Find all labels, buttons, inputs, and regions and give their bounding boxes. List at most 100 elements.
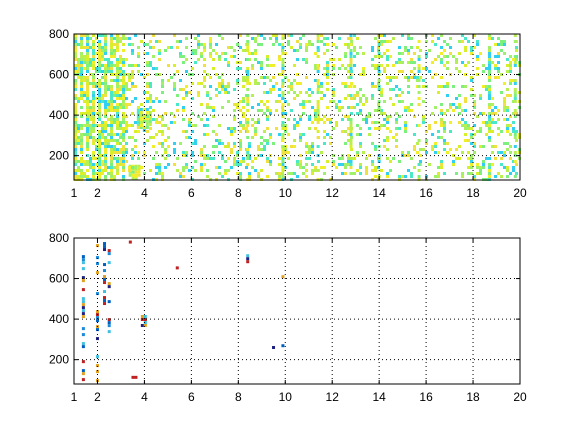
top-heatmap-cell <box>484 67 488 70</box>
bottom-heatmap-cell <box>281 275 285 279</box>
top-heatmap-cell <box>241 79 245 82</box>
top-heatmap-cell <box>235 154 239 157</box>
top-heatmap-cell <box>379 124 383 127</box>
top-heatmap-cell <box>116 142 119 145</box>
top-heatmap-cell <box>430 145 434 148</box>
top-heatmap-cell <box>113 121 116 124</box>
top-heatmap-cell <box>86 103 89 106</box>
top-heatmap-cell <box>116 151 119 154</box>
top-heatmap-cell <box>137 164 141 168</box>
top-heatmap-cell <box>125 82 128 85</box>
top-heatmap-cell <box>110 55 113 58</box>
top-heatmap-cell <box>80 169 83 172</box>
top-heatmap-cell <box>412 67 416 70</box>
top-heatmap-cell <box>127 166 131 169</box>
top-heatmap-cell <box>246 34 250 37</box>
top-heatmap-cell <box>104 85 107 88</box>
top-heatmap-cell <box>122 163 125 166</box>
top-heatmap-cell <box>499 175 503 178</box>
top-heatmap-cell <box>127 124 131 127</box>
top-heatmap-cell <box>142 76 146 79</box>
top-heatmap-cell <box>125 103 128 106</box>
top-heatmap-cell <box>301 106 305 109</box>
top-heatmap-cell <box>172 151 176 154</box>
top-heatmap-cell <box>238 130 242 133</box>
top-heatmap-cell <box>322 130 326 133</box>
top-heatmap-cell <box>508 82 512 85</box>
top-heatmap-cell <box>116 127 119 130</box>
top-heatmap-cell <box>349 142 353 145</box>
top-heatmap-cell <box>235 163 239 166</box>
top-heatmap-cell <box>205 124 209 127</box>
top-heatmap-cell <box>325 118 329 121</box>
top-heatmap-cell <box>223 172 227 175</box>
top-heatmap-cell <box>92 46 95 49</box>
top-heatmap-cell <box>439 166 443 169</box>
top-heatmap-cell <box>110 115 113 118</box>
top-heatmap-cell <box>148 115 152 118</box>
bottom-heatmap-cell <box>81 276 85 280</box>
top-heatmap-cell <box>370 121 374 124</box>
top-heatmap-cell <box>418 160 422 163</box>
top-heatmap-cell <box>385 139 389 142</box>
top-heatmap-cell <box>415 142 419 145</box>
top-heatmap-cell <box>281 166 285 169</box>
top-heatmap-cell <box>394 121 398 124</box>
top-heatmap-cell <box>175 70 179 73</box>
top-heatmap-cell <box>202 112 206 115</box>
top-heatmap-cell <box>292 118 296 121</box>
bottom-heatmap-cell <box>95 271 99 275</box>
bottom-heatmap-cell <box>175 266 179 270</box>
top-heatmap-cell <box>113 79 116 82</box>
top-heatmap-cell <box>211 106 215 109</box>
top-heatmap-cell <box>418 76 422 79</box>
top-heatmap-cell <box>256 61 260 64</box>
top-heatmap-cell <box>130 112 134 115</box>
top-heatmap-cell <box>346 70 350 73</box>
top-heatmap-cell <box>400 91 404 94</box>
top-heatmap-cell <box>127 169 131 172</box>
top-heatmap-cell <box>74 70 77 73</box>
top-heatmap-cell <box>281 157 285 160</box>
top-heatmap-cell <box>385 118 389 121</box>
top-heatmap-cell <box>517 136 521 139</box>
top-heatmap-cell <box>148 97 152 100</box>
top-heatmap-cell <box>256 148 260 151</box>
top-heatmap-cell <box>487 121 491 124</box>
top-heatmap-cell <box>475 73 479 76</box>
top-heatmap-cell <box>80 37 83 40</box>
top-heatmap-cell <box>74 85 77 88</box>
top-heatmap-cell <box>442 64 446 67</box>
top-heatmap-cell <box>304 100 308 103</box>
top-heatmap-cell <box>322 37 326 40</box>
top-heatmap-cell <box>122 175 125 178</box>
top-heatmap-cell <box>376 166 380 169</box>
top-heatmap-cell <box>119 151 122 154</box>
top-heatmap-cell <box>448 37 452 40</box>
top-heatmap-cell <box>98 103 101 106</box>
top-heatmap-cell <box>298 91 302 94</box>
top-heatmap-cell <box>238 145 242 148</box>
top-heatmap-cell <box>406 37 410 40</box>
top-heatmap-cell <box>119 133 122 136</box>
top-heatmap-cell <box>289 109 293 112</box>
top-heatmap-cell <box>475 67 479 70</box>
top-heatmap-cell <box>349 139 353 142</box>
top-heatmap-cell <box>110 43 113 46</box>
top-heatmap-cell <box>319 151 323 154</box>
top-heatmap-cell <box>517 61 521 64</box>
top-heatmap-cell <box>74 97 77 100</box>
top-heatmap-cell <box>208 157 212 160</box>
top-heatmap-cell <box>295 175 299 178</box>
top-heatmap-cell <box>83 79 86 82</box>
top-heatmap-cell <box>107 103 110 106</box>
top-heatmap-cell <box>256 103 260 106</box>
top-heatmap-cell <box>241 106 245 109</box>
top-heatmap-cell <box>74 172 77 175</box>
bottom-x-tick-label: 1 <box>71 390 78 404</box>
top-heatmap-cell <box>370 49 374 52</box>
top-heatmap-cell <box>160 145 164 148</box>
top-heatmap-cell <box>343 67 347 70</box>
top-heatmap-cell <box>169 121 173 124</box>
top-heatmap-cell <box>490 151 494 154</box>
